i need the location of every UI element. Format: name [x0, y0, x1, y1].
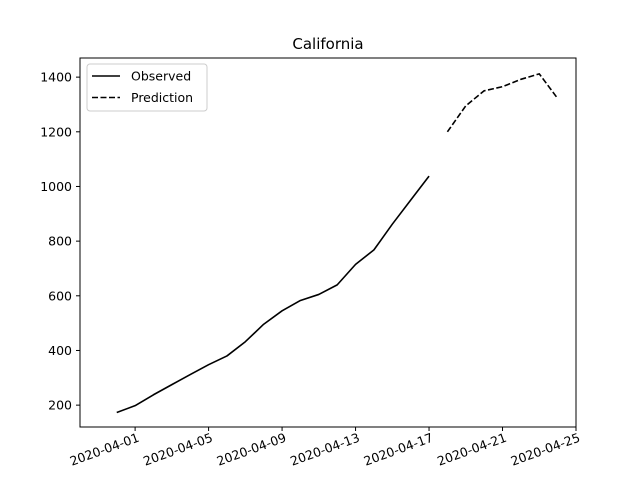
x-tick-label: 2020-04-17 [362, 430, 435, 469]
y-tick-label: 400 [48, 343, 72, 358]
legend-label-prediction: Prediction [131, 90, 193, 105]
plot-frame [79, 57, 577, 428]
y-tick-label: 1200 [40, 124, 72, 139]
series-line-prediction [446, 73, 559, 133]
x-tick-label: 2020-04-09 [215, 430, 288, 469]
y-tick-label: 800 [48, 234, 72, 249]
y-tick-label: 1000 [40, 179, 72, 194]
x-tick-label: 2020-04-13 [288, 430, 361, 469]
chart-title: California [292, 35, 363, 53]
y-tick-label: 600 [48, 288, 72, 303]
legend-label-observed: Observed [131, 69, 191, 84]
legend: Observed Prediction [86, 63, 208, 112]
x-tick-label: 2020-04-01 [68, 430, 141, 469]
x-tick-label: 2020-04-05 [141, 430, 214, 469]
y-tick-label: 1400 [40, 70, 72, 85]
series-line-observed [116, 175, 430, 414]
x-tick-label: 2020-04-25 [509, 430, 582, 469]
x-tick-label: 2020-04-21 [435, 430, 508, 469]
y-tick-label: 200 [48, 398, 72, 413]
